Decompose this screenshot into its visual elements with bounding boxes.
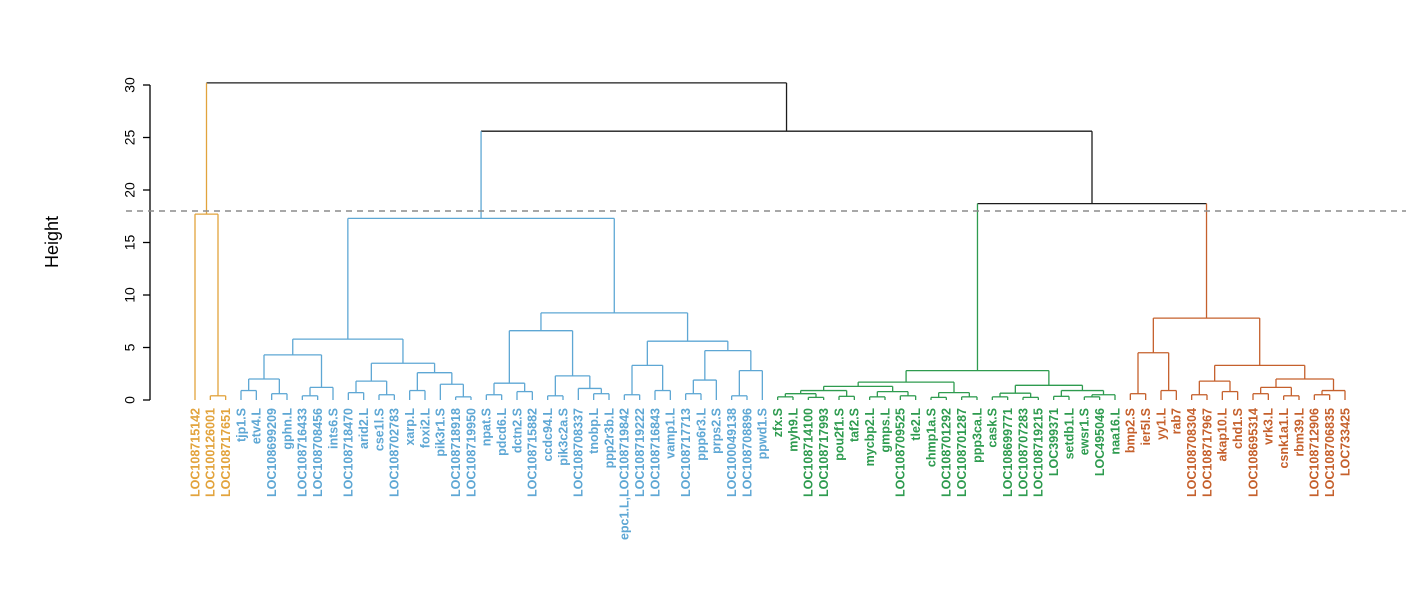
leaf-label: vrk3.L (1262, 408, 1276, 445)
leaf-label: ints6.S (326, 408, 340, 449)
y-tick-label: 20 (122, 182, 138, 198)
leaf-label: gphn.L (280, 408, 294, 450)
leaf-label: npat.S (480, 408, 494, 446)
leaf-label: ppp6r3.L (694, 408, 708, 461)
leaf-label: LOC108719950 (464, 408, 478, 497)
leaf-label: LOC108712906 (1308, 408, 1322, 497)
leaf-label: epc1.L,LOC108719842 (618, 408, 632, 540)
y-tick-label: 0 (122, 396, 138, 404)
leaf-label: xarp.L (403, 408, 417, 446)
leaf-label: LOC108715142 (188, 408, 202, 497)
leaf-label: LOC108699771 (1001, 408, 1015, 497)
leaf-label: vamp1.L (664, 408, 678, 459)
leaf-label: setdb1.L (1062, 408, 1076, 460)
leaf-label: zfx.S (771, 408, 785, 437)
leaf-label: LOC108716843 (648, 408, 662, 497)
leaf-label: LOC108717993 (817, 408, 831, 497)
leaf-label: LOC100126001 (204, 408, 218, 497)
leaf-label: pdcd6.L (495, 408, 509, 456)
leaf-label: arid2.L (357, 408, 371, 449)
leaf-label: cse1l.S (372, 408, 386, 451)
leaf-label: LOC108717967 (1200, 408, 1214, 497)
leaf-label: tjp1.S (234, 408, 248, 442)
leaf-label: ewsr1.S (1078, 408, 1092, 455)
leaf-label: gmps.L (878, 408, 892, 453)
leaf-label: taf2.S (848, 408, 862, 442)
leaf-label: tle2.L (909, 408, 923, 441)
leaf-label: LOC108702783 (388, 408, 402, 497)
leaf-label: ppwd1.S (756, 408, 770, 459)
leaf-label: akap10.L (1216, 408, 1230, 462)
leaf-label: csnk1a1.L (1277, 408, 1291, 469)
leaf-label: LOC108719215 (1032, 408, 1046, 497)
leaf-label: LOC108708456 (311, 408, 325, 497)
leaf-label: chd1.S (1231, 408, 1245, 449)
leaf-label: LOC108701292 (940, 408, 954, 497)
leaf-label: myh9.L (786, 408, 800, 452)
leaf-label: LOC108719222 (633, 408, 647, 497)
leaf-label: dctn2.S (510, 408, 524, 453)
leaf-label: yy1.L (1154, 408, 1168, 440)
leaf-label: LOC100049138 (725, 408, 739, 497)
leaf-label: rbm39.L (1292, 408, 1306, 457)
leaf-label: LOC399371 (1047, 408, 1061, 476)
leaf-label: LOC733425 (1338, 408, 1352, 476)
y-axis-title: Height (42, 216, 62, 268)
leaf-label: ppp3ca.L (970, 408, 984, 463)
leaf-label: LOC108707283 (1016, 408, 1030, 497)
leaf-label: cask.S (986, 408, 1000, 448)
leaf-label: LOC108718918 (449, 408, 463, 497)
leaf-label: LOC108695314 (1246, 408, 1260, 497)
y-tick-label: 15 (122, 235, 138, 251)
leaf-label: ier5l.S (1139, 408, 1153, 446)
leaf-label: pik3c2a.S (556, 408, 570, 466)
leaf-label: LOC108716433 (296, 408, 310, 497)
leaf-label: LOC108717713 (679, 408, 693, 497)
leaf-label: bmp2.S (1124, 408, 1138, 453)
leaf-label: etv4.L (250, 408, 264, 444)
leaf-label: LOC108701287 (955, 408, 969, 497)
leaf-label: LOC108699209 (265, 408, 279, 497)
leaf-label: LOC108706835 (1323, 408, 1337, 497)
leaf-label: pik3r1.S (434, 408, 448, 457)
leaf-label: rab7 (1170, 408, 1184, 434)
leaf-label: LOC108708304 (1185, 408, 1199, 497)
leaf-label: naa16.L (1108, 408, 1122, 455)
leaf-label: LOC495046 (1093, 408, 1107, 476)
leaf-label: pou2f1.S (832, 408, 846, 461)
leaf-label: ccdc94.L (541, 408, 555, 462)
leaf-label: LOC108717651 (219, 408, 233, 497)
y-tick-label: 25 (122, 130, 138, 146)
leaf-label: chmp1a.S (924, 408, 938, 467)
y-tick-label: 10 (122, 287, 138, 303)
leaf-label: LOC108708337 (572, 408, 586, 497)
leaf-label: prps2.S (710, 408, 724, 454)
leaf-label: ppp2r3b.L (602, 408, 616, 469)
leaf-label: foxi2.L (418, 408, 432, 449)
leaf-label: LOC108714100 (802, 408, 816, 497)
leaf-label: mycbp2.L (863, 408, 877, 467)
y-tick-label: 30 (122, 77, 138, 93)
leaf-label: LOC108718470 (342, 408, 356, 497)
y-tick-label: 5 (122, 343, 138, 351)
leaf-label: LOC108708896 (740, 408, 754, 497)
leaf-label: LOC108709525 (894, 408, 908, 497)
leaf-label: LOC108715882 (526, 408, 540, 497)
leaf-label: tnobp.L (587, 408, 601, 454)
